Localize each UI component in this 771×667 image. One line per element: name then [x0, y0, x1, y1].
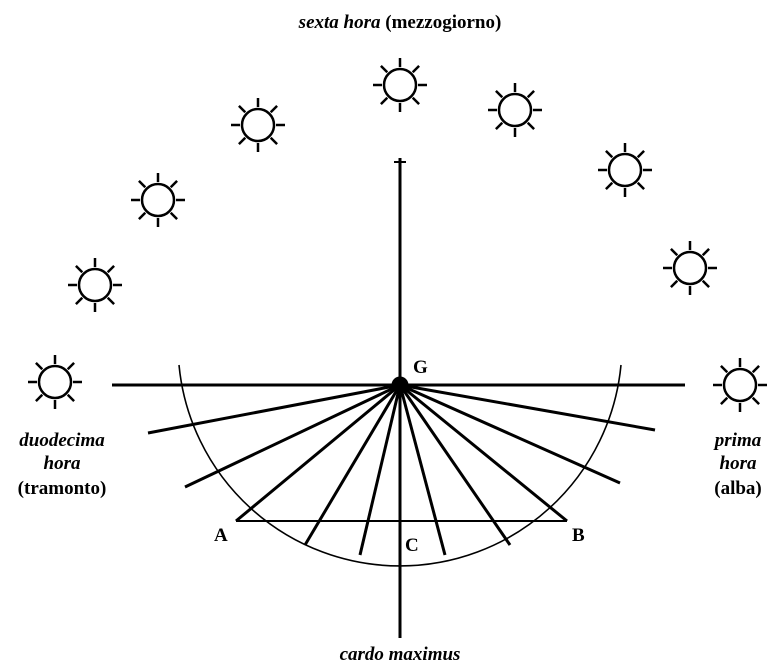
- point-label: C: [405, 535, 419, 556]
- sun-ray: [238, 136, 247, 145]
- sun-ray: [106, 265, 115, 274]
- sun-ray: [670, 248, 679, 257]
- sun-ray: [35, 393, 44, 402]
- sun-ray: [238, 105, 247, 114]
- sun: [663, 241, 717, 295]
- hour-line: [398, 384, 512, 546]
- sun-ray: [169, 180, 178, 189]
- right-label: prima: [713, 430, 762, 451]
- sun: [131, 173, 185, 227]
- point-label: B: [572, 525, 585, 546]
- sun-ray: [526, 90, 535, 99]
- right-label: hora: [720, 453, 757, 474]
- sun-ray: [526, 121, 535, 130]
- sun-ray: [411, 96, 420, 105]
- sun-disc: [140, 182, 176, 218]
- hour-line: [399, 383, 656, 432]
- top-label-plain: (mezzogiorno): [385, 12, 501, 33]
- sun-disc: [607, 152, 643, 188]
- sun-ray: [138, 211, 147, 220]
- sun-disc: [497, 92, 533, 128]
- sun-ray: [169, 211, 178, 220]
- sun-ray: [106, 296, 115, 305]
- sun-ray: [605, 150, 614, 159]
- sun: [713, 358, 767, 412]
- hour-line: [235, 383, 401, 523]
- point-label: G: [413, 357, 428, 378]
- hour-line: [184, 383, 401, 489]
- sun-ray: [751, 396, 760, 405]
- hour-line: [399, 383, 568, 523]
- hour-line: [147, 383, 401, 435]
- sun-disc: [240, 107, 276, 143]
- sun-ray: [75, 265, 84, 274]
- suns: [28, 58, 767, 412]
- sun-ray: [701, 248, 710, 257]
- sun-ray: [701, 279, 710, 288]
- sun-disc: [382, 67, 418, 103]
- bottom-label: cardo maximus: [340, 644, 461, 665]
- sun-ray: [66, 362, 75, 371]
- sun: [598, 143, 652, 197]
- sun-ray: [411, 65, 420, 74]
- hour-lines: [147, 383, 656, 556]
- hour-line: [399, 383, 621, 485]
- sun: [373, 58, 427, 112]
- right-label: (alba): [714, 478, 762, 499]
- sun-disc: [37, 364, 73, 400]
- sun: [488, 83, 542, 137]
- hour-line: [358, 384, 402, 556]
- sun-ray: [269, 136, 278, 145]
- gnomon-point: [391, 376, 409, 394]
- sun-ray: [35, 362, 44, 371]
- sun-ray: [636, 150, 645, 159]
- top-label: sexta hora (mezzogiorno): [298, 12, 502, 33]
- left-label: duodecima: [19, 430, 105, 451]
- left-label: hora: [44, 453, 81, 474]
- sun-ray: [380, 65, 389, 74]
- sun-ray: [720, 365, 729, 374]
- sun-ray: [605, 181, 614, 190]
- sun-ray: [380, 96, 389, 105]
- sun-ray: [138, 180, 147, 189]
- hour-line: [398, 384, 447, 556]
- dial-arc: [178, 364, 622, 567]
- sun-ray: [66, 393, 75, 402]
- sun-ray: [636, 181, 645, 190]
- sun-ray: [269, 105, 278, 114]
- sun: [28, 355, 82, 409]
- sun-ray: [720, 396, 729, 405]
- sun-ray: [670, 279, 679, 288]
- top-label-italic: sexta hora: [298, 12, 381, 33]
- sun: [231, 98, 285, 152]
- sun-disc: [672, 250, 708, 286]
- sun: [68, 258, 122, 312]
- sun-ray: [751, 365, 760, 374]
- left-label: (tramonto): [18, 478, 107, 499]
- hour-line: [303, 384, 402, 546]
- sun-disc: [77, 267, 113, 303]
- sun-disc: [722, 367, 758, 403]
- sun-ray: [495, 121, 504, 130]
- point-label: A: [214, 525, 228, 546]
- sun-ray: [75, 296, 84, 305]
- sun-ray: [495, 90, 504, 99]
